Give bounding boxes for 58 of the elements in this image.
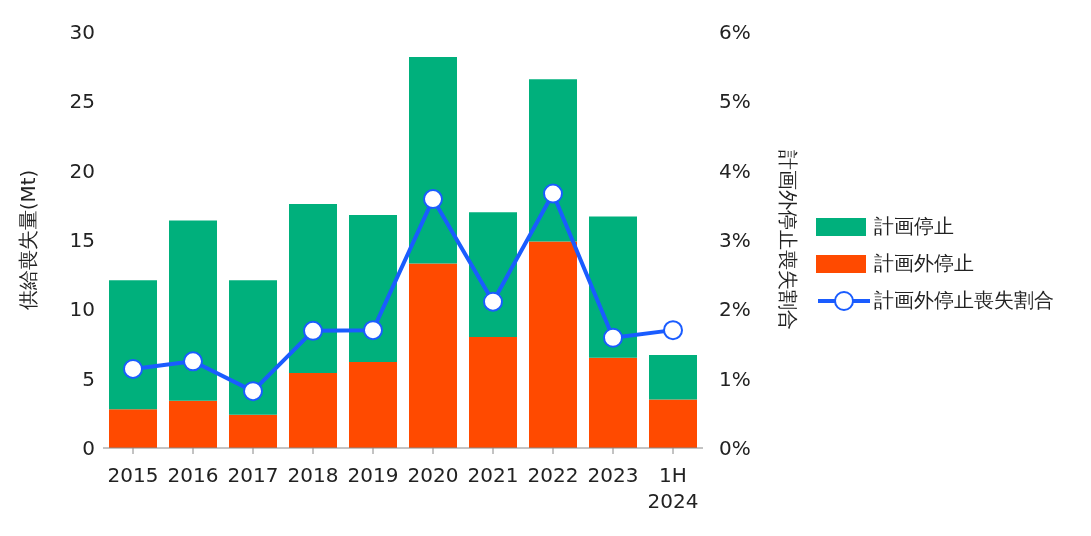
point	[483, 291, 503, 312]
point	[183, 351, 203, 372]
point	[363, 320, 383, 341]
y2-tick-label: 3%	[719, 228, 751, 253]
bar	[349, 362, 397, 448]
y2-tick-label: 4%	[719, 158, 751, 183]
bar	[529, 79, 577, 242]
point	[543, 183, 563, 204]
legend-label: 計画外停止喪失割合	[874, 287, 1054, 314]
y2-tick-label: 1%	[719, 366, 751, 391]
x-tick-label: 2017	[227, 463, 279, 487]
x-tick-label: 2018	[287, 463, 339, 487]
x-tick-label: 2021	[467, 463, 519, 487]
bar	[649, 399, 697, 448]
bar	[109, 280, 157, 410]
bar	[109, 409, 157, 448]
x-tick-label: 2016	[167, 463, 219, 487]
x-tick-label: 2022	[527, 463, 579, 487]
y2-axis-title: 計画外停止喪失割合	[775, 150, 800, 330]
y2-tick-label: 6%	[719, 20, 751, 45]
bar	[649, 355, 697, 400]
x-tick-label: 2019	[347, 463, 399, 487]
bar	[289, 373, 337, 448]
point	[243, 381, 263, 402]
y-tick-label: 20	[69, 158, 95, 183]
bar	[409, 263, 457, 448]
legend-label: 計画停止	[874, 213, 954, 240]
point	[663, 320, 683, 341]
bar	[529, 241, 577, 448]
point	[603, 327, 623, 348]
bar	[589, 216, 637, 358]
y-tick-label: 0	[82, 436, 95, 461]
y-tick-label: 10	[69, 297, 95, 322]
y2-tick-label: 0%	[719, 436, 751, 461]
x-tick-label: 2020	[407, 463, 459, 487]
x-tick-label: 2023	[587, 463, 639, 487]
bar	[409, 56, 457, 264]
point	[303, 320, 323, 341]
y2-tick-label: 5%	[719, 89, 751, 114]
y-tick-label: 30	[69, 20, 95, 45]
y2-tick-label: 2%	[719, 297, 751, 322]
bar	[169, 400, 217, 448]
x-tick-label: 2015	[107, 463, 159, 487]
point	[123, 358, 143, 379]
point	[423, 189, 443, 210]
y-tick-label: 25	[69, 89, 95, 114]
bar	[169, 220, 217, 401]
bar	[229, 414, 277, 448]
bar	[289, 203, 337, 374]
bar	[349, 215, 397, 363]
x-tick-label: 1H 2024	[647, 463, 699, 513]
legend-label: 計画外停止	[874, 250, 974, 277]
y-tick-label: 15	[69, 228, 95, 253]
bar	[469, 337, 517, 448]
bar	[589, 357, 637, 448]
y-tick-label: 5	[82, 366, 95, 391]
bar	[229, 280, 277, 415]
y-axis-title: 供給喪失量(Mt)	[16, 169, 41, 311]
